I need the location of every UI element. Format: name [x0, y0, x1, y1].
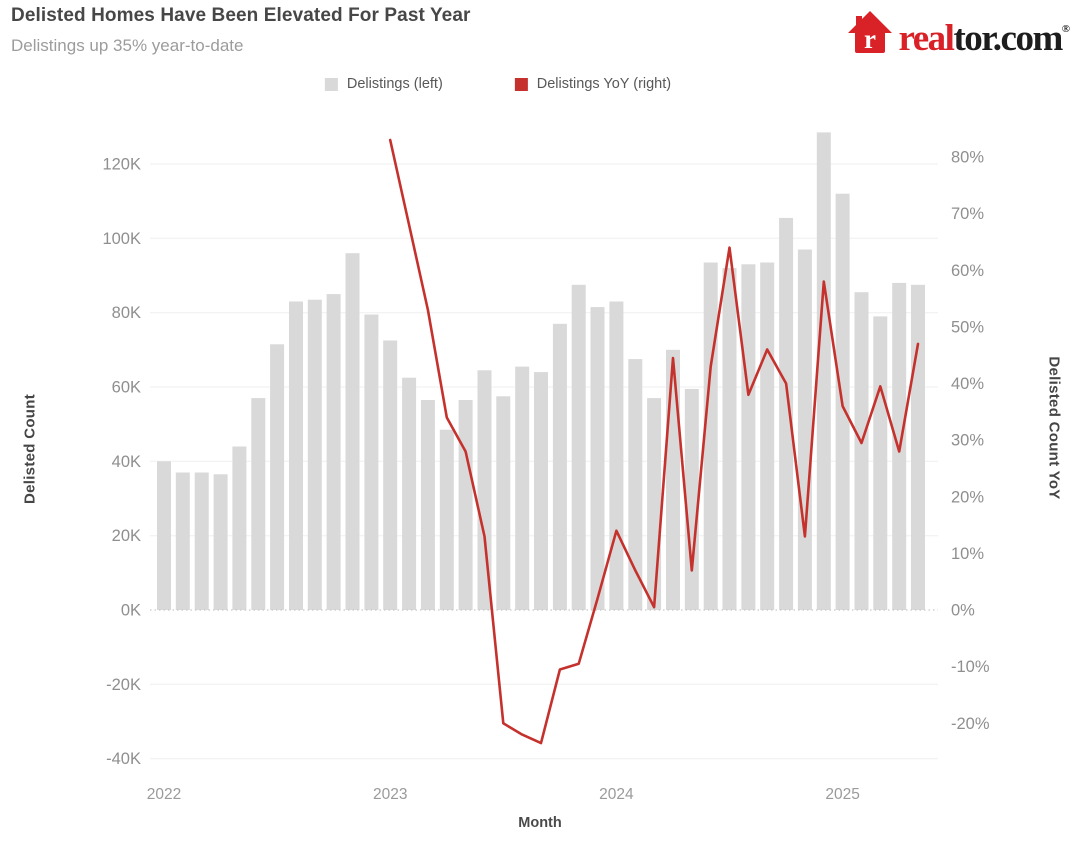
svg-text:r: r: [864, 24, 876, 54]
page-subtitle: Delistings up 35% year-to-date: [11, 36, 244, 55]
legend-item-delistings[interactable]: Delistings (left): [324, 76, 443, 92]
right-axis-tick: -20%: [951, 715, 990, 733]
bar-2023-03[interactable]: [420, 400, 435, 610]
bar-2022-08[interactable]: [289, 301, 303, 611]
legend-swatch-delistings-yoy: [514, 77, 528, 91]
bar-2024-06[interactable]: [703, 262, 718, 611]
bar-2025-02[interactable]: [854, 292, 869, 610]
realtor-logo: r realtor.com®: [847, 6, 1070, 62]
legend-swatch-delistings: [324, 77, 338, 91]
bar-2023-10[interactable]: [552, 323, 567, 610]
logo-wordmark-torcom: tor.com: [953, 18, 1063, 59]
bar-2023-11[interactable]: [571, 284, 586, 610]
right-axis-tick: 20%: [951, 488, 984, 506]
page-title: Delisted Homes Have Been Elevated For Pa…: [11, 5, 471, 26]
bar-2024-01[interactable]: [609, 301, 624, 611]
right-axis-tick: 30%: [951, 432, 984, 450]
registered-trademark: ®: [1061, 23, 1070, 35]
bar-2024-09[interactable]: [760, 262, 775, 611]
bar-2023-01[interactable]: [383, 340, 398, 611]
bar-2024-08[interactable]: [741, 264, 756, 610]
left-axis-tick: -20K: [106, 676, 141, 694]
bar-2024-07[interactable]: [722, 268, 737, 610]
year-tick-2025: 2025: [825, 786, 859, 803]
bar-2023-07[interactable]: [496, 396, 511, 610]
bar-2024-11[interactable]: [797, 249, 812, 611]
bar-2022-07[interactable]: [270, 344, 285, 610]
bar-2022-02[interactable]: [175, 472, 190, 611]
right-axis-tick: 50%: [951, 318, 984, 336]
bar-2022-11[interactable]: [345, 253, 360, 610]
left-axis-tick: 0K: [121, 602, 141, 620]
right-axis-tick: 0%: [951, 602, 975, 620]
right-axis-tick: 40%: [951, 375, 984, 393]
bar-2022-01[interactable]: [157, 461, 171, 610]
bar-2024-04[interactable]: [666, 349, 680, 610]
right-axis-tick: 60%: [951, 262, 984, 280]
left-axis-tick: 20K: [112, 527, 141, 545]
bar-2024-12[interactable]: [816, 132, 831, 610]
year-tick-2024: 2024: [599, 786, 634, 803]
bar-2023-05[interactable]: [458, 400, 473, 610]
left-axis-tick: 40K: [112, 453, 141, 471]
bar-2023-09[interactable]: [534, 372, 548, 610]
bar-2022-06[interactable]: [251, 398, 266, 610]
left-axis-tick: 80K: [112, 304, 141, 322]
left-axis-tick: -40K: [106, 750, 141, 768]
bar-2023-04[interactable]: [439, 429, 454, 610]
left-axis-title: Delisted Count: [21, 393, 39, 505]
right-axis-tick: 10%: [951, 545, 984, 563]
left-axis-tick: 120K: [102, 156, 141, 174]
bar-2024-03[interactable]: [647, 398, 662, 610]
bar-2024-05[interactable]: [684, 388, 699, 610]
bar-2022-10[interactable]: [326, 294, 341, 610]
bar-2025-05[interactable]: [911, 284, 925, 610]
bar-2023-08[interactable]: [515, 366, 530, 610]
year-tick-2023: 2023: [373, 786, 407, 803]
legend-label-delistings-yoy: Delistings YoY (right): [536, 76, 672, 92]
x-axis-title: Month: [518, 815, 562, 831]
left-axis-tick: 60K: [112, 379, 141, 397]
right-axis-title: Delisted Count YoY: [1045, 356, 1063, 500]
legend-label-delistings: Delistings (left): [346, 76, 443, 92]
bar-2024-10[interactable]: [779, 217, 794, 610]
bar-2023-02[interactable]: [402, 377, 417, 610]
yoy-line[interactable]: [388, 138, 920, 745]
logo-wordmark: realtor.com®: [898, 6, 1070, 62]
bar-2022-03[interactable]: [194, 472, 209, 611]
right-axis-tick: 70%: [951, 205, 984, 223]
bar-2025-03[interactable]: [873, 316, 888, 610]
right-axis-tick: -10%: [951, 658, 990, 676]
bar-2024-02[interactable]: [628, 359, 643, 610]
year-tick-2022: 2022: [147, 786, 181, 803]
left-axis-tick: 100K: [102, 230, 141, 248]
bar-2022-04[interactable]: [213, 474, 228, 610]
right-axis-tick: 80%: [951, 149, 984, 167]
bar-2022-09[interactable]: [307, 299, 322, 610]
bar-2022-05[interactable]: [232, 446, 247, 611]
logo-wordmark-real: real: [898, 18, 954, 59]
bar-2023-06[interactable]: [477, 370, 492, 610]
chart-legend: Delistings (left) Delistings YoY (right): [324, 76, 672, 92]
legend-item-delistings-yoy[interactable]: Delistings YoY (right): [514, 76, 672, 92]
bar-2022-12[interactable]: [364, 314, 379, 611]
house-icon: r: [847, 9, 893, 60]
bar-2023-12[interactable]: [590, 307, 605, 610]
